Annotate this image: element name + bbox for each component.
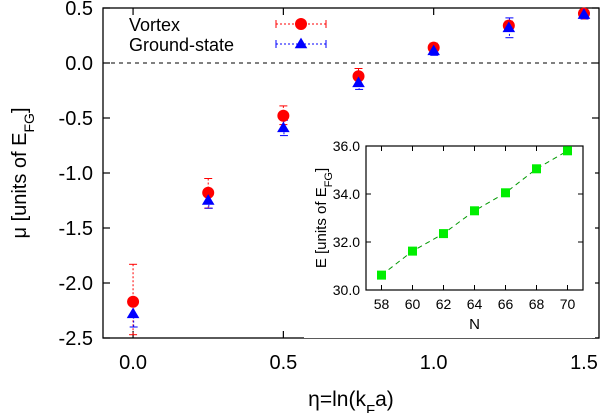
inset-point <box>439 229 448 239</box>
y-tick-label: -0.5 <box>59 108 93 130</box>
y-axis-label: μ [units of EFG] <box>9 107 37 238</box>
ground-state-point <box>577 8 591 19</box>
ground-state-point <box>201 194 215 205</box>
x-tick-label: 0.0 <box>119 352 147 374</box>
inset-point <box>501 188 510 198</box>
ground-state-point <box>277 121 290 133</box>
x-axis-label: η=ln(kFa) <box>308 388 394 413</box>
vortex-point <box>127 295 140 308</box>
inset-x-axis-label: N <box>469 316 480 333</box>
vortex-point <box>352 70 365 83</box>
y-tick-label: 0.0 <box>65 53 93 75</box>
inset-point <box>408 246 417 256</box>
inset-point <box>563 146 572 156</box>
vortex-point <box>277 109 290 122</box>
y-tick-label: -1.0 <box>59 163 93 185</box>
y-tick-label: 0.5 <box>65 0 93 20</box>
inset-x-tick-label: 66 <box>498 296 514 312</box>
ground-state-point <box>126 307 140 319</box>
inset-x-tick-label: 64 <box>467 296 483 312</box>
ground-state-point <box>502 21 516 33</box>
inset-y-tick-label: 34.0 <box>333 186 360 202</box>
inset-x-tick-label: 60 <box>405 296 421 312</box>
legend-circle-marker <box>295 18 307 30</box>
main-plot: 0.5 0.0 -0.5 -1.0 -1.5 -2.0 -2.5 0.0 0.5 1.0 1.5 Vo… <box>9 0 600 413</box>
inset-plot: 36.0 34.0 32.0 30.0 58 60 62 64 66 68 70 N E [units … <box>304 134 595 338</box>
y-tick-label: -2.5 <box>59 328 93 350</box>
inset-x-tick-label: 62 <box>436 296 452 312</box>
ground-state-point <box>352 76 365 88</box>
x-tick-label: 1.5 <box>570 352 598 374</box>
y-tick-label: -1.5 <box>59 218 93 240</box>
inset-x-tick-label: 68 <box>529 296 545 312</box>
legend-label: Ground-state <box>129 35 234 55</box>
inset-y-tick-label: 32.0 <box>333 234 360 250</box>
inset-point <box>532 164 541 174</box>
legend-label: Vortex <box>129 15 180 35</box>
y-tick-label: -2.0 <box>59 273 93 295</box>
inset-y-tick-label: 30.0 <box>333 282 360 298</box>
ground-state-point <box>427 44 440 56</box>
x-tick-label: 0.5 <box>269 352 297 374</box>
inset-y-tick-label: 36.0 <box>333 138 360 154</box>
inset-y-axis-label: E [units of EFG] <box>313 168 335 268</box>
inset-x-tick-label: 70 <box>560 296 576 312</box>
inset-x-tick-label: 58 <box>374 296 390 312</box>
inset-point <box>377 270 386 280</box>
inset-background <box>304 134 595 338</box>
vortex-point <box>202 186 215 199</box>
inset-point <box>470 206 479 216</box>
legend-triangle-marker <box>294 37 308 49</box>
x-tick-label: 1.0 <box>420 352 448 374</box>
